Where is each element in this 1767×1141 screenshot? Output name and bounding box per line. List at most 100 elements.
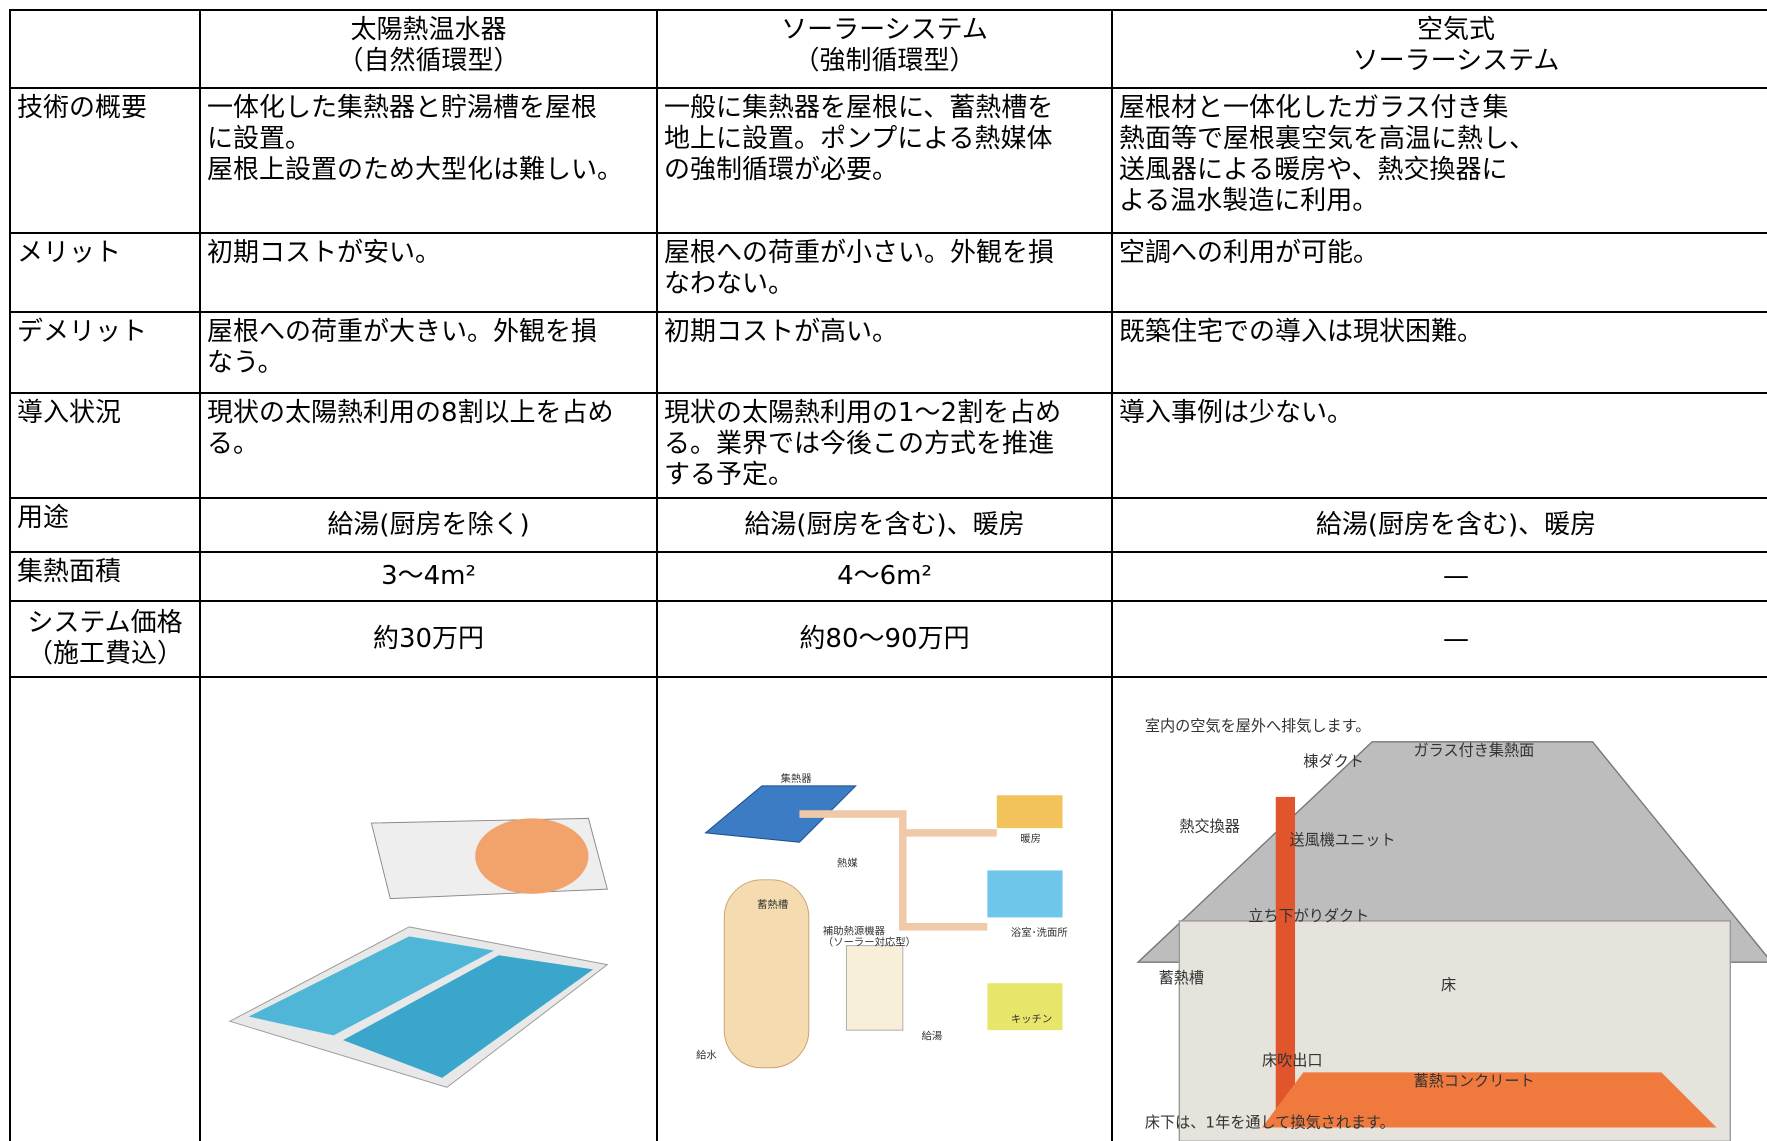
cell-text: の強制循環が必要。 <box>664 155 899 185</box>
cell-text: 3〜4m² <box>381 561 476 591</box>
table-cell: 用途 <box>9 497 201 553</box>
table-cell <box>199 676 658 1141</box>
illustration-label: 補助熱源機器 <box>823 924 886 937</box>
cell-text: る。業界では今後この方式を推進 <box>664 429 1055 459</box>
cell-text: に設置。 <box>207 124 312 154</box>
tank-end <box>475 818 589 894</box>
table-cell: 室内の空気を屋外へ排気します。 ガラス付き集熱面 棟ダクト 熱交換器 送風機ユニット 立ち… <box>1111 676 1767 1141</box>
table-cell: 給湯(厨房を含む)、暖房 <box>1111 497 1767 553</box>
cell-text: る。 <box>207 429 260 459</box>
table-cell: 導入状況 <box>9 392 201 499</box>
table-cell: 4〜6m² <box>656 551 1113 602</box>
table-cell: — <box>1111 551 1767 602</box>
cell-text: 地上に設置。ポンプによる熱媒体 <box>664 124 1053 154</box>
cell-text: なわない。 <box>664 269 795 299</box>
table-cell: 空調への利用が可能。 <box>1111 232 1767 313</box>
illustration-label: 集熱器 <box>781 772 813 785</box>
cell-text: 約30万円 <box>372 623 485 654</box>
table-cell: 空気式 ソーラーシステム <box>1111 9 1767 89</box>
cell-text: 現状の太陽熱利用の1〜2割を占め <box>664 398 1062 428</box>
cell-text: する予定。 <box>664 460 795 490</box>
cell-text: 太陽熱温水器 <box>350 15 507 45</box>
illustration-label: 立ち下がりダクト <box>1248 907 1369 925</box>
cell-text: 既築住宅での導入は現状困難。 <box>1119 317 1484 347</box>
cell-text: 送風器による暖房や、熱交換器に <box>1119 155 1508 185</box>
illustration-group: 室内の空気を屋外へ排気します。ガラス付き集熱面棟ダクト熱交換器送風機ユニット立ち… <box>1136 717 1767 1141</box>
panel <box>343 955 594 1078</box>
table-cell: 一般に集熱器を屋根に、蓄熱槽を 地上に設置。ポンプによる熱媒体 の強制循環が必要。 <box>656 87 1113 234</box>
table-cell: 給湯(厨房を除く) <box>199 497 658 553</box>
illustration-label: 熱媒 <box>837 857 858 870</box>
pipe <box>799 810 997 931</box>
illustration-group <box>228 817 609 1088</box>
heater <box>845 945 904 1031</box>
table-cell: — <box>1111 600 1767 678</box>
cell-text: なう。 <box>207 348 284 378</box>
table-cell: デメリット <box>9 311 201 394</box>
illustration-label: 暖房 <box>1020 832 1041 845</box>
cell-text: 屋根上設置のため大型化は難しい。 <box>207 155 624 185</box>
cell-text: 屋根への荷重が小さい。外観を損 <box>664 238 1055 268</box>
illustration-label: ガラス付き集熱面 <box>1414 742 1535 760</box>
illustration <box>228 817 609 1088</box>
table-cell <box>9 9 201 89</box>
cell-text: 約80〜90万円 <box>799 623 970 654</box>
cell-text: ソーラーシステム <box>781 15 988 45</box>
table-cell: 太陽熱温水器 （自然循環型） <box>199 9 658 89</box>
cell-text: よる温水製造に利用。 <box>1119 186 1379 216</box>
illustration-label: 浴室･洗面所 <box>1011 926 1068 939</box>
cell-text: ソーラーシステム <box>1352 46 1560 76</box>
illustration-label: 給湯 <box>922 1030 943 1043</box>
cell-text: 空調への利用が可能。 <box>1119 238 1380 268</box>
cell-text: 集熱面積 <box>17 557 122 587</box>
cell-text: 屋根への荷重が大きい。外観を損 <box>207 317 598 347</box>
table-cell: 現状の太陽熱利用の1〜2割を占め る。業界では今後この方式を推進 する予定。 <box>656 392 1113 499</box>
cell-text: 技術の概要 <box>17 93 148 123</box>
cell-text: 初期コストが高い。 <box>664 317 899 347</box>
illustration-label: 床下は、1年を通して換気されます。 <box>1145 1114 1395 1132</box>
table-cell: 既築住宅での導入は現状困難。 <box>1111 311 1767 394</box>
table-cell: システム価格 （施工費込） <box>9 600 201 678</box>
illustration-label: キッチン <box>1011 1014 1052 1026</box>
cell-text: デメリット <box>17 317 148 347</box>
table-cell: ソーラーシステム （強制循環型） <box>656 9 1113 89</box>
table-cell: 集熱面積 <box>9 551 201 602</box>
illustration-label: （ソーラー対応型） <box>823 936 916 949</box>
table-cell: 約80〜90万円 <box>656 600 1113 678</box>
table-cell: 集熱器熱媒蓄熱槽補助熱源機器 （ソーラー対応型） 暖房浴室･洗面所 キッチン給湯給水 <box>656 676 1113 1141</box>
table-cell: 約30万円 <box>199 600 658 678</box>
cell-text: メリット <box>17 238 122 268</box>
cell-text: 給湯(厨房を含む)、暖房 <box>744 509 1025 540</box>
cell-text: 4〜6m² <box>837 561 932 591</box>
illustration-label: 給水 <box>696 1048 717 1061</box>
table-cell: メリット <box>9 232 201 313</box>
illustration-label: 床吹出口 <box>1262 1052 1323 1070</box>
cell-text: 給湯(厨房を含む)、暖房 <box>1315 509 1597 540</box>
table-cell: 屋根への荷重が大きい。外観を損 なう。 <box>199 311 658 394</box>
table-cell: 技術の概要 <box>9 87 201 234</box>
cell-text: 一般に集熱器を屋根に、蓄熱槽を <box>664 93 1054 123</box>
illustration-label: 蓄熱槽 <box>757 898 788 911</box>
table-cell: 屋根への荷重が小さい。外観を損 なわない。 <box>656 232 1113 313</box>
panel <box>248 936 495 1036</box>
storage-tank <box>723 879 810 1069</box>
illustration-label: 床 <box>1441 976 1456 994</box>
cell-text: 熱面等で屋根裏空気を高温に熱し、 <box>1119 124 1536 154</box>
illustration-label: 棟ダクト <box>1303 753 1364 771</box>
cell-text: システム価格 <box>27 608 183 638</box>
cell-text: — <box>1443 561 1469 591</box>
table-cell: 初期コストが高い。 <box>656 311 1113 394</box>
table-cell: 3〜4m² <box>199 551 658 602</box>
collector <box>704 785 857 843</box>
table-cell <box>9 676 201 1141</box>
cell-text: 用途 <box>17 503 70 533</box>
cell-text: 導入事例は少ない。 <box>1119 398 1354 428</box>
cell-text: 初期コストが安い。 <box>207 238 442 268</box>
cell-text: 給湯(厨房を除く) <box>327 509 530 540</box>
illustration-label: 蓄熱コンクリート <box>1414 1072 1535 1090</box>
bath <box>987 870 1063 918</box>
illustration-label: 室内の空気を屋外へ排気します。 <box>1145 717 1371 735</box>
